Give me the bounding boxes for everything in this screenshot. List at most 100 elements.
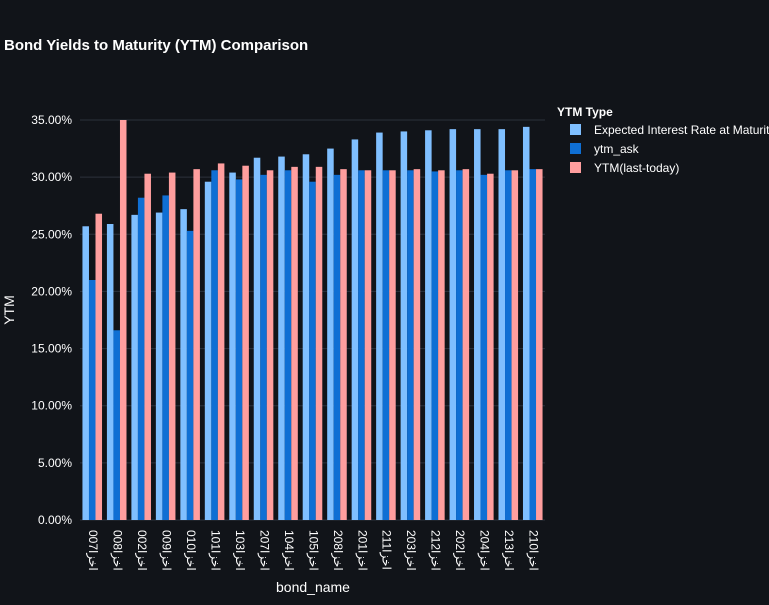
bar-ytm-ask-10 [333,174,341,520]
bar-expected-interest-rate-at-maturity-10 [327,148,334,521]
bar-ytm-ask-18 [529,169,537,520]
bar-ytm-last-today--5 [217,163,225,520]
x-tick-label: اخزا101 [207,530,222,571]
x-tick-label: اخزا210 [526,530,541,571]
bar-ytm-ask-9 [309,181,316,520]
y-axis: 0.00% 5.00% 10.00% 15.00% 20.00% 25.00% 30.00%… [31,113,72,527]
bar-ytm-last-today--4 [193,169,200,520]
x-tick-label: اخزا105 [305,530,320,571]
bar-ytm-last-today--17 [511,170,519,521]
bar-ytm-last-today--7 [266,170,274,521]
legend-title: YTM Type [557,105,613,119]
bar-ytm-last-today--15 [462,169,470,520]
x-tick-label: اخزا007 [85,530,100,571]
x-axis: اخزا007 اخزا008 اخزا002 اخزا009 اخزا010 اخزا1… [85,530,541,571]
x-tick-label: اخزا208 [330,530,345,571]
bar-expected-interest-rate-at-maturity-7 [253,157,261,520]
bar-expected-interest-rate-at-maturity-17 [498,129,506,520]
bar-ytm-last-today--1 [119,120,127,520]
legend-swatch [570,143,581,154]
bar-ytm-last-today--14 [438,170,445,521]
bar-ytm-last-today--9 [315,166,323,520]
y-tick-label: 20.00% [31,284,72,298]
legend[interactable]: YTM Type Expected Interest Rate at Matur… [557,105,769,175]
bar-ytm-ask-11 [358,170,365,521]
y-tick-label: 35.00% [31,113,72,127]
legend-item-label: YTM(last-today) [594,161,679,175]
bar-ytm-last-today--12 [389,170,396,521]
bar-ytm-ask-14 [431,171,439,520]
bar-expected-interest-rate-at-maturity-9 [302,154,310,521]
x-tick-label: اخزا202 [452,530,467,571]
bar-expected-interest-rate-at-maturity-12 [376,132,383,521]
bars [82,120,543,521]
bar-ytm-ask-0 [88,280,96,520]
x-tick-label: اخزا212 [428,530,443,571]
bar-expected-interest-rate-at-maturity-13 [400,131,408,520]
x-tick-label: اخزا010 [183,530,198,571]
bar-ytm-ask-5 [211,170,218,521]
x-tick-label: اخزا207 [256,530,271,571]
bar-ytm-last-today--2 [144,173,151,520]
bar-expected-interest-rate-at-maturity-6 [229,172,236,521]
bar-expected-interest-rate-at-maturity-15 [449,129,457,520]
bar-expected-interest-rate-at-maturity-18 [522,126,530,520]
y-tick-label: 0.00% [38,513,72,527]
legend-item-label: Expected Interest Rate at Maturity [594,123,769,137]
y-tick-label: 15.00% [31,342,72,356]
bar-ytm-last-today--16 [487,173,494,520]
bar-ytm-last-today--11 [364,170,372,521]
bar-expected-interest-rate-at-maturity-4 [180,209,187,520]
bar-ytm-ask-3 [162,195,169,520]
bar-ytm-ask-8 [284,170,292,521]
y-axis-title: YTM [1,295,17,325]
bar-ytm-ask-6 [235,179,243,520]
bar-expected-interest-rate-at-maturity-11 [351,139,359,520]
bar-expected-interest-rate-at-maturity-0 [82,226,89,521]
x-tick-label: اخزا201 [354,530,369,571]
bar-expected-interest-rate-at-maturity-3 [155,212,163,521]
bar-expected-interest-rate-at-maturity-2 [131,214,138,520]
x-axis-title: bond_name [276,579,350,595]
x-tick-label: اخزا104 [281,530,296,571]
bar-ytm-last-today--6 [242,165,249,520]
bar-ytm-last-today--3 [168,172,176,521]
y-tick-label: 5.00% [38,456,72,470]
x-tick-label: اخزا203 [403,530,418,571]
bar-ytm-ask-4 [186,230,194,520]
y-tick-label: 10.00% [31,399,72,413]
x-tick-label: اخزا213 [501,530,516,571]
bar-expected-interest-rate-at-maturity-14 [425,130,432,521]
bar-ytm-ask-15 [456,170,463,521]
bar-ytm-ask-2 [137,197,145,520]
bar-ytm-last-today--8 [291,166,298,520]
bar-ytm-last-today--10 [340,169,347,520]
bar-expected-interest-rate-at-maturity-1 [106,224,114,520]
bar-ytm-last-today--13 [413,169,421,520]
bar-ytm-last-today--0 [95,213,103,520]
y-tick-label: 25.00% [31,227,72,241]
bar-ytm-ask-7 [260,174,267,520]
bar-expected-interest-rate-at-maturity-5 [204,181,212,520]
x-tick-label: اخزا211 [379,530,394,570]
y-tick-label: 30.00% [31,170,72,184]
x-tick-label: اخزا204 [477,530,492,571]
x-tick-label: اخزا009 [158,530,173,571]
bar-ytm-ask-1 [113,330,120,520]
legend-swatch [570,162,581,173]
bar-ytm-ask-12 [382,170,390,521]
legend-item-label: ytm_ask [594,142,640,156]
bar-ytm-ask-17 [505,170,512,521]
bar-ytm-last-today--18 [536,169,543,520]
x-tick-label: اخزا103 [232,530,247,571]
legend-swatch [570,124,581,135]
x-tick-label: اخزا008 [110,530,125,571]
bar-ytm-ask-16 [480,174,488,520]
bar-expected-interest-rate-at-maturity-16 [474,129,481,520]
x-tick-label: اخزا002 [134,530,149,571]
bar-ytm-ask-13 [407,170,414,521]
chart-title: Bond Yields to Maturity (YTM) Comparison [4,37,308,54]
bar-expected-interest-rate-at-maturity-8 [278,156,285,521]
